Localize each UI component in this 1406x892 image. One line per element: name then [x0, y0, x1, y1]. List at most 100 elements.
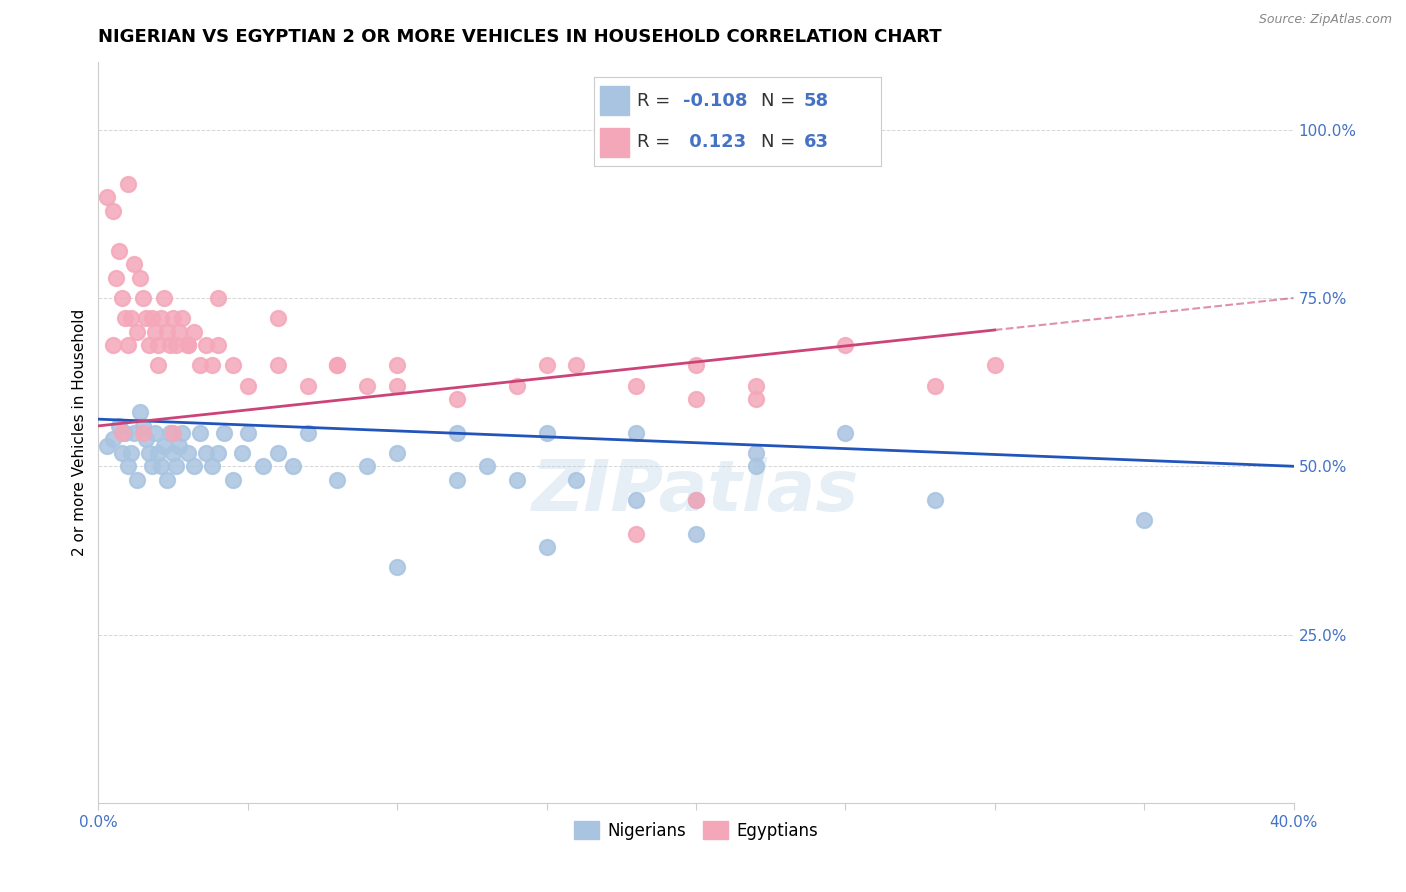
Point — [167, 439, 190, 453]
Point — [135, 311, 157, 326]
Point — [153, 291, 176, 305]
Point — [117, 177, 139, 191]
Point — [267, 359, 290, 373]
Point — [188, 359, 211, 373]
Point — [834, 338, 856, 352]
Point — [172, 311, 194, 326]
Point — [297, 378, 319, 392]
Point — [138, 446, 160, 460]
Point — [267, 311, 290, 326]
Point — [165, 459, 187, 474]
Point — [201, 359, 224, 373]
Point — [120, 311, 142, 326]
Point — [565, 473, 588, 487]
Point — [105, 270, 128, 285]
Point — [326, 359, 349, 373]
Point — [834, 425, 856, 440]
Point — [195, 446, 218, 460]
Point — [148, 446, 170, 460]
Point — [685, 392, 707, 406]
Point — [924, 492, 946, 507]
Point — [267, 446, 290, 460]
Point — [446, 473, 468, 487]
Point — [114, 425, 136, 440]
Point — [124, 257, 146, 271]
Point — [356, 459, 378, 474]
Text: Source: ZipAtlas.com: Source: ZipAtlas.com — [1258, 13, 1392, 27]
Point — [924, 378, 946, 392]
Point — [565, 359, 588, 373]
Point — [536, 359, 558, 373]
Point — [129, 270, 152, 285]
Point — [103, 338, 125, 352]
Point — [143, 425, 166, 440]
Point — [222, 359, 245, 373]
Y-axis label: 2 or more Vehicles in Household: 2 or more Vehicles in Household — [72, 309, 87, 557]
Point — [626, 425, 648, 440]
Point — [685, 359, 707, 373]
Point — [356, 378, 378, 392]
Point — [252, 459, 274, 474]
Point — [326, 473, 349, 487]
Point — [111, 425, 134, 440]
Point — [162, 311, 184, 326]
Point — [108, 244, 131, 258]
Point — [177, 338, 200, 352]
Point — [150, 311, 173, 326]
Point — [141, 311, 163, 326]
Point — [111, 291, 134, 305]
Point — [326, 359, 349, 373]
Point — [167, 325, 190, 339]
Point — [207, 291, 229, 305]
Point — [117, 338, 139, 352]
Point — [138, 338, 160, 352]
Point — [222, 473, 245, 487]
Point — [506, 473, 529, 487]
Point — [536, 540, 558, 554]
Point — [108, 418, 131, 433]
Point — [685, 492, 707, 507]
Point — [143, 325, 166, 339]
Point — [297, 425, 319, 440]
Point — [1133, 513, 1156, 527]
Point — [212, 425, 235, 440]
Point — [281, 459, 304, 474]
Point — [385, 359, 409, 373]
Point — [188, 425, 211, 440]
Point — [475, 459, 498, 474]
Point — [114, 311, 136, 326]
Legend: Nigerians, Egyptians: Nigerians, Egyptians — [568, 814, 824, 847]
Point — [172, 425, 194, 440]
Point — [159, 425, 181, 440]
Point — [117, 459, 139, 474]
Point — [148, 338, 170, 352]
Point — [207, 446, 229, 460]
Point — [156, 325, 179, 339]
Point — [96, 190, 118, 204]
Point — [626, 526, 648, 541]
Point — [626, 492, 648, 507]
Point — [385, 560, 409, 574]
Point — [129, 405, 152, 419]
Point — [201, 459, 224, 474]
Point — [148, 359, 170, 373]
Point — [745, 378, 768, 392]
Point — [236, 425, 259, 440]
Point — [183, 459, 205, 474]
Point — [120, 446, 142, 460]
Point — [124, 425, 146, 440]
Point — [103, 203, 125, 218]
Point — [103, 433, 125, 447]
Point — [446, 392, 468, 406]
Point — [177, 446, 200, 460]
Point — [132, 418, 155, 433]
Point — [162, 425, 184, 440]
Text: ZIPatlas: ZIPatlas — [533, 458, 859, 526]
Point — [135, 433, 157, 447]
Point — [195, 338, 218, 352]
Point — [745, 446, 768, 460]
Point — [177, 338, 200, 352]
Point — [385, 446, 409, 460]
Point — [745, 392, 768, 406]
Point — [685, 526, 707, 541]
